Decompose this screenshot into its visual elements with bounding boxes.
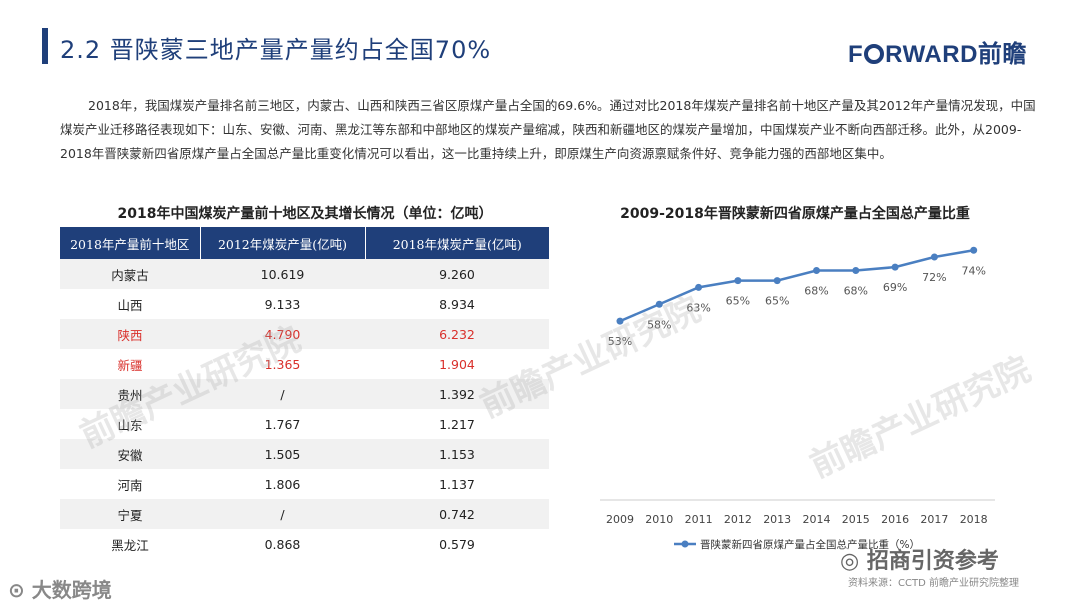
x-tick-label: 2009 <box>606 513 634 526</box>
output-2012-cell: 1.365 <box>264 356 301 372</box>
share-line-chart: 53% 2009 58% 2010 63% 2011 65% 2012 65% 2013 68% 20… <box>600 246 995 551</box>
logo-ring-icon <box>864 44 885 64</box>
table-row: 山西 9.133 8.934 <box>60 289 549 319</box>
logo-text-start: F <box>848 41 864 68</box>
x-tick-label: 2018 <box>960 513 988 526</box>
legend-entry: 晋陕蒙新四省原煤产量占全国总产量比重（%） <box>700 538 920 551</box>
output-2018-cell: 0.579 <box>439 536 475 552</box>
x-tick-label: 2017 <box>920 513 948 526</box>
series-line <box>619 249 974 323</box>
x-tick-label: 2012 <box>724 513 752 526</box>
stamp-right-text: 招商引资参考 <box>866 549 999 574</box>
source-note: 资料来源：CCTD 前瞻产业研究院整理 <box>848 578 1019 589</box>
table-row-highlighted: 陕西 4.790 6.232 <box>60 319 549 349</box>
x-tick-label: 2014 <box>803 513 831 526</box>
logo-text-end: RWARD前瞻 <box>885 41 1027 68</box>
data-point <box>930 253 938 261</box>
data-point <box>773 277 781 285</box>
region-cell: 宁夏 <box>60 499 200 529</box>
output-2018-cell: 6.232 <box>365 319 549 349</box>
data-point <box>616 317 624 325</box>
column-header-2012: 2012年煤炭产量(亿吨) <box>200 227 366 259</box>
output-2012-cell: 0.868 <box>264 536 301 552</box>
data-label: 68% <box>804 285 828 298</box>
column-header-2018: 2018年煤炭产量(亿吨) <box>365 227 549 259</box>
data-label: 53% <box>608 335 632 348</box>
output-2012-cell: / <box>200 379 365 409</box>
table-row: 河南 1.806 1.137 <box>60 469 549 499</box>
stamp-left-text: 大数跨境 <box>31 578 112 602</box>
intro-paragraph: 2018年，我国煤炭产量排名前三地区，内蒙古、山西和陕西三省区原煤产量占全国的6… <box>60 98 1036 161</box>
table-title: 2018年中国煤炭产量前十地区及其增长情况（单位：亿吨） <box>117 206 493 222</box>
legend-marker <box>681 540 689 548</box>
output-2012-cell: 1.806 <box>264 476 301 492</box>
region-cell: 安徽 <box>60 439 200 469</box>
output-2018-cell: 1.137 <box>439 476 475 492</box>
table-row: 山东 1.767 1.217 <box>60 409 549 439</box>
output-2018-cell: 1.904 <box>439 356 475 372</box>
page-title: 2.2 晋陕蒙三地产量产量约占全国70% <box>60 36 492 64</box>
stamp-left: ⊙ 大数跨境 <box>8 578 112 602</box>
table-row: 黑龙江 0.868 0.579 <box>60 529 549 559</box>
data-label: 72% <box>922 271 946 284</box>
table-row: 宁夏 / 0.742 <box>60 499 549 529</box>
region-cell: 山东 <box>117 417 143 433</box>
output-2012-cell: 10.619 <box>200 259 365 289</box>
data-point <box>852 267 860 274</box>
data-label: 68% <box>844 285 868 298</box>
data-label: 69% <box>883 281 907 294</box>
x-tick-label: 2010 <box>645 513 673 526</box>
stamp-right: ◎ 招商引资参考 <box>840 549 999 574</box>
brand-logo: F RWARD前瞻 <box>848 34 1027 69</box>
x-tick-label: 2015 <box>842 513 870 526</box>
data-label: 65% <box>726 295 750 308</box>
region-cell: 山西 <box>117 297 143 313</box>
table-row-highlighted: 新疆 1.365 1.904 <box>60 349 549 379</box>
data-point <box>655 300 663 308</box>
output-2018-cell: 8.934 <box>439 296 475 312</box>
output-2012-cell: 1.505 <box>200 439 365 469</box>
x-tick-label: 2013 <box>763 513 791 526</box>
data-point <box>695 283 703 291</box>
output-2012-cell: / <box>200 499 365 529</box>
chart-title: 2009-2018年晋陕蒙新四省原煤产量占全国总产量比重 <box>620 206 970 222</box>
output-2012-cell: 1.767 <box>264 416 301 432</box>
data-point <box>813 267 820 274</box>
data-label: 65% <box>765 295 789 308</box>
data-point <box>970 246 978 254</box>
output-2018-cell: 1.217 <box>439 416 475 432</box>
data-point <box>734 277 742 285</box>
x-tick-label: 2011 <box>685 513 713 526</box>
table-row: 贵州 / 1.392 <box>60 379 549 409</box>
title-accent-bar <box>42 28 48 64</box>
production-table: 2018年产量前十地区 2012年煤炭产量(亿吨) 2018年煤炭产量(亿吨) … <box>60 227 549 559</box>
output-2012-cell: 4.790 <box>200 319 365 349</box>
region-cell: 贵州 <box>60 379 200 409</box>
column-header-region: 2018年产量前十地区 <box>60 227 201 259</box>
data-label: 58% <box>647 318 671 331</box>
data-label: 63% <box>686 301 710 314</box>
data-point <box>891 263 899 271</box>
region-cell: 河南 <box>117 477 143 493</box>
region-cell: 黑龙江 <box>111 537 149 553</box>
output-2018-cell: 1.392 <box>365 379 549 409</box>
output-2018-cell: 9.260 <box>365 259 549 289</box>
region-cell: 新疆 <box>117 357 143 373</box>
output-2018-cell: 1.153 <box>365 439 549 469</box>
region-cell: 陕西 <box>60 319 200 349</box>
region-cell: 内蒙古 <box>60 259 200 289</box>
output-2018-cell: 0.742 <box>365 499 549 529</box>
output-2012-cell: 9.133 <box>264 296 301 312</box>
data-label: 74% <box>961 264 985 277</box>
table-header-row: 2018年产量前十地区 2012年煤炭产量(亿吨) 2018年煤炭产量(亿吨) <box>60 227 549 259</box>
table-row: 安徽 1.505 1.153 <box>60 439 549 469</box>
x-tick-label: 2016 <box>881 513 909 526</box>
table-row: 内蒙古 10.619 9.260 <box>60 259 549 289</box>
